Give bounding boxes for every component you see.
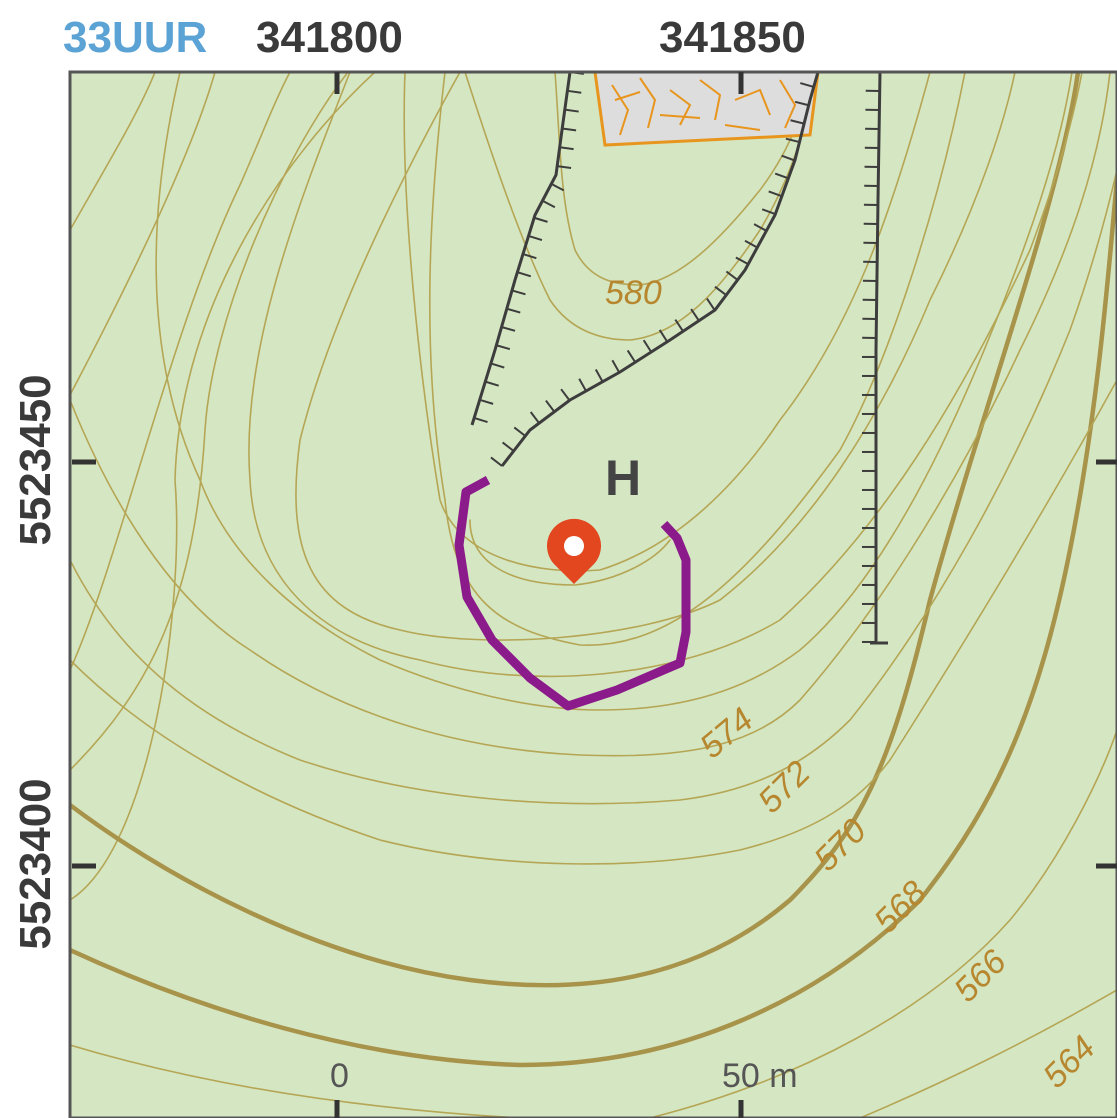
cliff-hachure bbox=[744, 239, 758, 249]
contour-label-580: 580 bbox=[605, 274, 662, 312]
cliff-hachure bbox=[528, 234, 543, 241]
cliff-hachure bbox=[496, 344, 511, 351]
scale-start-label: 0 bbox=[330, 1057, 349, 1095]
cliff-hachure bbox=[658, 329, 669, 343]
contour-line bbox=[469, 519, 671, 586]
cliff-hachure bbox=[774, 172, 789, 180]
cliff-hachure bbox=[485, 380, 499, 387]
cliff-hachure bbox=[594, 369, 604, 383]
cliff-hachure bbox=[560, 388, 571, 401]
cliff-hachure bbox=[529, 411, 540, 424]
cliff-hachure bbox=[473, 416, 488, 424]
cliff-hachure bbox=[490, 456, 503, 467]
rock-texture-stroke bbox=[659, 114, 701, 119]
contour-line bbox=[70, 72, 1081, 988]
cliff-hachure bbox=[690, 308, 700, 322]
cliff-hachure bbox=[768, 190, 783, 198]
contour-line bbox=[649, 729, 1117, 1118]
cliff-hachure bbox=[725, 270, 739, 281]
rock-texture bbox=[611, 77, 797, 136]
cliff-hachure bbox=[578, 378, 587, 392]
rock-texture-stroke bbox=[734, 88, 771, 116]
cliff-hachure bbox=[800, 82, 815, 88]
cliff-hachure bbox=[761, 208, 776, 216]
contour-line bbox=[70, 72, 291, 671]
rock-texture-stroke bbox=[611, 84, 630, 136]
cliff-hachure bbox=[564, 108, 579, 113]
cliff-hachure bbox=[785, 137, 800, 144]
cliff-hachure bbox=[522, 253, 537, 260]
contour-line bbox=[859, 989, 1117, 1118]
cliff-hachure bbox=[794, 100, 809, 107]
scale-end-label: 50 m bbox=[722, 1057, 798, 1095]
cliff-hachure bbox=[781, 154, 796, 162]
contour-line bbox=[70, 72, 156, 231]
cliff-hachure bbox=[502, 441, 515, 452]
cliff-hachure bbox=[567, 89, 582, 94]
cliff-hachure bbox=[559, 146, 574, 151]
grid-ticks bbox=[72, 72, 1117, 1118]
cliff-hachure bbox=[542, 199, 556, 209]
cliff-hachure bbox=[501, 326, 516, 332]
rock-texture-stroke bbox=[614, 91, 641, 101]
cliff-hachure bbox=[790, 119, 805, 125]
rock-texture-stroke bbox=[669, 89, 692, 126]
rock-texture-stroke bbox=[724, 124, 761, 131]
cliff-hachure bbox=[517, 271, 532, 278]
cliff-hachure bbox=[642, 339, 653, 353]
cliff-hachure bbox=[753, 223, 767, 232]
cliff-hachure bbox=[490, 362, 505, 369]
cliff-hachure bbox=[562, 127, 577, 132]
contour-lines bbox=[70, 72, 1117, 1118]
cliff-hachure bbox=[545, 399, 556, 413]
cliff-left bbox=[470, 72, 572, 426]
rock-texture-stroke bbox=[699, 79, 722, 121]
cliff-lines bbox=[470, 72, 888, 645]
utm-zone-label: 33UUR bbox=[63, 13, 208, 62]
contour-line bbox=[70, 72, 216, 396]
location-pin-icon[interactable] bbox=[547, 518, 601, 584]
cliff-hachure bbox=[706, 297, 716, 311]
cliff-hachure bbox=[611, 359, 621, 373]
map-background bbox=[70, 72, 1117, 1118]
contour-line bbox=[70, 379, 1117, 865]
summit-boundary bbox=[454, 476, 691, 711]
cliff-hachure bbox=[479, 398, 494, 405]
peak-label: H bbox=[605, 450, 641, 506]
contour-line bbox=[70, 72, 1111, 757]
contour-line bbox=[248, 72, 1083, 678]
contour-line bbox=[70, 1044, 521, 1118]
contour-line bbox=[70, 72, 376, 901]
rock-texture-stroke bbox=[639, 77, 657, 129]
cliff-hachure bbox=[557, 165, 572, 169]
contour-line bbox=[295, 72, 1016, 641]
rock-outcrop bbox=[593, 72, 820, 147]
contour-line bbox=[70, 177, 1117, 1068]
easting-label-341800: 341800 bbox=[256, 13, 403, 62]
easting-label-341850: 341850 bbox=[659, 13, 806, 62]
contour-line bbox=[403, 72, 931, 572]
cliff-hachure bbox=[513, 426, 526, 437]
cliff-hachure bbox=[714, 285, 727, 296]
cliff-hachure bbox=[533, 216, 548, 223]
rock-area bbox=[593, 72, 820, 147]
cliff-hachure bbox=[511, 289, 526, 296]
map-frame bbox=[68, 70, 1117, 1118]
cliff-hachure bbox=[735, 256, 749, 266]
cliff-hachure bbox=[550, 183, 565, 192]
cliff-hachure bbox=[506, 307, 521, 314]
contour-line bbox=[70, 169, 1117, 805]
contour-line bbox=[428, 72, 966, 646]
cliff-hachure bbox=[626, 349, 637, 363]
cliff-hachure bbox=[674, 319, 684, 332]
contour-line bbox=[155, 72, 1073, 711]
rock-texture-stroke bbox=[779, 79, 797, 129]
